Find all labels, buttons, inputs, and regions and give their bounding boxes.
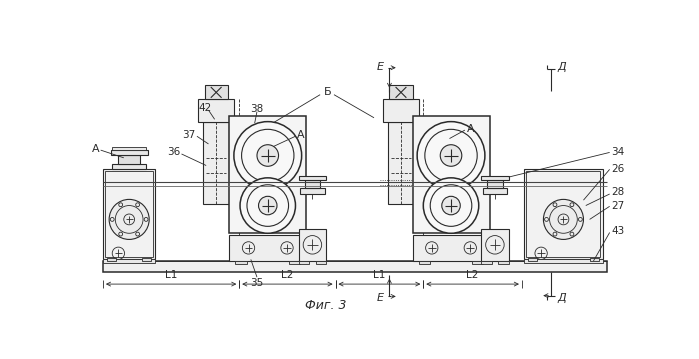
- Text: Д: Д: [557, 293, 566, 303]
- Bar: [229, 116, 306, 233]
- Bar: [118, 155, 140, 164]
- Circle shape: [440, 145, 462, 166]
- Bar: [298, 261, 310, 264]
- Bar: [315, 261, 326, 264]
- Bar: [103, 261, 607, 272]
- Text: 35: 35: [250, 278, 264, 288]
- Circle shape: [543, 199, 584, 239]
- Text: Е: Е: [376, 62, 383, 72]
- Bar: [300, 188, 325, 194]
- Bar: [203, 122, 229, 204]
- Bar: [106, 171, 153, 257]
- Text: 27: 27: [611, 201, 624, 210]
- Bar: [389, 85, 412, 99]
- Circle shape: [417, 122, 485, 190]
- Text: L1: L1: [373, 270, 386, 280]
- Bar: [481, 261, 492, 264]
- Bar: [482, 188, 507, 194]
- Circle shape: [240, 178, 296, 233]
- Bar: [103, 169, 155, 260]
- Text: А: А: [92, 144, 99, 154]
- Text: Е: Е: [376, 293, 383, 303]
- Circle shape: [442, 196, 460, 215]
- Bar: [205, 85, 228, 99]
- Bar: [481, 229, 509, 261]
- Bar: [487, 180, 503, 188]
- Text: Б: Б: [324, 87, 331, 97]
- Text: Фиг. 3: Фиг. 3: [305, 299, 346, 312]
- Bar: [236, 261, 247, 264]
- Bar: [199, 99, 234, 122]
- Bar: [103, 260, 155, 262]
- Bar: [107, 258, 116, 261]
- Bar: [305, 180, 320, 188]
- Bar: [524, 169, 603, 260]
- Bar: [528, 258, 538, 261]
- Text: 26: 26: [611, 164, 624, 174]
- Text: L2: L2: [281, 270, 294, 280]
- Circle shape: [259, 196, 277, 215]
- Text: L1: L1: [165, 270, 178, 280]
- Bar: [481, 176, 509, 180]
- Text: 38: 38: [250, 104, 264, 114]
- Bar: [524, 260, 603, 262]
- Text: 37: 37: [182, 130, 196, 140]
- Circle shape: [257, 145, 278, 166]
- Circle shape: [109, 199, 149, 239]
- Text: 34: 34: [611, 146, 624, 157]
- Bar: [412, 235, 489, 261]
- Text: 28: 28: [611, 187, 624, 197]
- Text: L2: L2: [466, 270, 479, 280]
- Bar: [526, 171, 600, 257]
- Bar: [110, 150, 147, 155]
- Text: Д: Д: [557, 62, 566, 72]
- Bar: [113, 147, 146, 150]
- Bar: [388, 122, 414, 204]
- Bar: [412, 116, 489, 233]
- Text: А: А: [297, 130, 305, 140]
- Bar: [143, 258, 152, 261]
- Circle shape: [424, 178, 479, 233]
- Bar: [298, 229, 326, 261]
- Text: 36: 36: [167, 146, 180, 157]
- Bar: [289, 261, 300, 264]
- Bar: [383, 99, 419, 122]
- Bar: [498, 261, 509, 264]
- Bar: [472, 261, 484, 264]
- Circle shape: [234, 122, 302, 190]
- Text: 43: 43: [611, 226, 624, 236]
- Bar: [113, 164, 146, 169]
- Bar: [229, 235, 306, 261]
- Bar: [419, 261, 430, 264]
- Text: А: А: [466, 123, 474, 134]
- Bar: [590, 258, 599, 261]
- Bar: [298, 176, 326, 180]
- Text: 42: 42: [198, 103, 211, 113]
